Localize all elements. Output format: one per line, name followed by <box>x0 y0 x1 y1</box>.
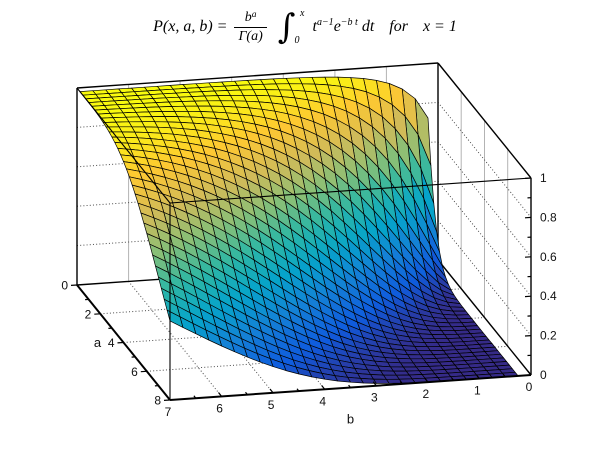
right-wall-z-gridline <box>437 141 532 258</box>
b-axis-major-tick <box>321 385 326 390</box>
right-wall-z-gridline <box>437 102 532 218</box>
plot-title: P(x, a, b) = ba Γ(a) ∫ x 0 ta−1e−b t dt f… <box>0 4 610 50</box>
z-axis-tick-label: 1 <box>540 171 547 185</box>
b-axis-major-tick <box>527 370 532 376</box>
box-edge-back-top <box>76 62 439 89</box>
b-axis-tick-label: 6 <box>216 401 223 415</box>
z-axis-tick-label: 0.8 <box>540 210 557 224</box>
z-axis-tick-label: 0.4 <box>540 289 557 303</box>
b-axis-tick-label: 5 <box>268 398 275 412</box>
integral: ∫ x 0 <box>278 8 305 47</box>
a-axis-label: a <box>94 335 102 350</box>
integral-sign: ∫ <box>277 6 296 47</box>
b-axis-major-tick <box>218 392 223 397</box>
b-axis-major-tick <box>372 381 377 387</box>
b-axis-tick-label: 4 <box>319 394 326 408</box>
b-axis-major-tick <box>269 388 274 394</box>
a-axis-tick-label: 6 <box>131 365 138 379</box>
b-axis-label: b <box>347 412 354 427</box>
integrand: ta−1e−b t dt <box>312 17 375 35</box>
box-edge-right-top <box>437 62 532 179</box>
fraction-numerator: ba <box>244 9 257 25</box>
e-exponent: −b t <box>340 17 358 28</box>
numerator-exponent: a <box>251 9 257 20</box>
a-axis-tick-label: 4 <box>108 336 115 350</box>
differential: dt <box>361 18 375 35</box>
b-axis-minor-tick <box>296 388 300 392</box>
b-axis-minor-tick <box>502 374 506 378</box>
formula-lhs: P(x, a, b) = <box>153 18 228 35</box>
z-axis-tick-label: 0.6 <box>540 250 557 264</box>
b-axis-minor-tick <box>348 384 351 388</box>
box-edge-floor-right <box>437 259 532 376</box>
b-axis-major-tick <box>475 374 480 379</box>
fraction-denominator: Γ(a) <box>234 26 267 44</box>
b-axis-minor-tick <box>193 395 197 399</box>
axes-ticks-labels: 0 2 4 6 8 a 7 6 5 4 3 2 1 0 b 0 0.2 0.4 0.6 0.8 1 <box>61 87 557 427</box>
a-axis-tick-label: 8 <box>154 394 161 408</box>
b-axis-tick-label: 7 <box>165 405 172 419</box>
z-axis-tick-label: 0 <box>540 368 547 382</box>
right-wall-z-gridline <box>437 180 532 297</box>
b-axis-minor-tick <box>451 377 455 381</box>
z-axis-tick-label: 0.2 <box>540 329 557 343</box>
formula-fraction: ba Γ(a) <box>234 9 267 44</box>
surface-mesh <box>79 76 519 384</box>
b-axis-tick-label: 2 <box>423 387 430 401</box>
floor-gridline-b <box>128 281 222 397</box>
b-axis-tick-label: 1 <box>474 384 481 398</box>
condition: x = 1 <box>422 18 457 35</box>
integrand-exponent: a−1 <box>316 17 334 28</box>
a-axis-tick-label: 2 <box>85 307 92 321</box>
b-axis-minor-tick <box>245 391 248 395</box>
integral-upper-limit: x <box>300 7 305 19</box>
for-word: for <box>389 18 408 35</box>
right-wall-z-gridline <box>437 220 532 336</box>
box-edge-front-right-top <box>169 177 532 204</box>
b-axis-tick-label: 0 <box>526 380 533 394</box>
integral-lower-limit: 0 <box>294 35 300 47</box>
b-axis-major-tick <box>166 395 171 401</box>
box-edge-front-left-top <box>76 87 171 204</box>
b-axis-major-tick <box>424 377 429 383</box>
b-axis-minor-tick <box>399 381 403 385</box>
a-axis-tick-label: 0 <box>61 279 68 293</box>
b-axis-tick-label: 3 <box>371 391 378 405</box>
